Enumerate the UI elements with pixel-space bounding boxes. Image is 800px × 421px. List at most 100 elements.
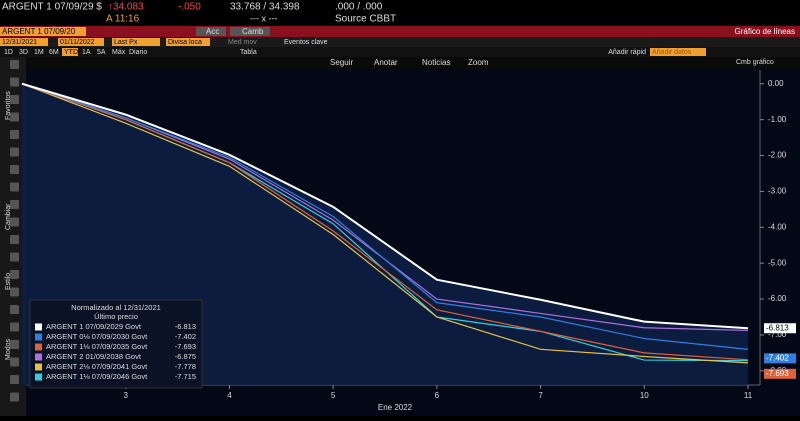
title-bar <box>0 26 800 37</box>
start-field[interactable] <box>0 38 48 46</box>
sidebar-icon[interactable] <box>10 147 19 157</box>
y-tick-label: 0.00 <box>768 79 784 88</box>
sidebar-icon[interactable] <box>10 60 19 69</box>
change-chart[interactable]: Cmb gráfico <box>736 59 774 66</box>
sidebar-icon[interactable] <box>10 287 19 297</box>
legend-swatch <box>35 343 42 351</box>
security-field[interactable] <box>0 27 86 36</box>
sidebar-icon[interactable] <box>10 375 19 384</box>
sidebar-icon[interactable] <box>10 392 19 402</box>
legend-entry: ARGENT 0⅛ 07/09/2030 Govt <box>46 332 148 341</box>
period[interactable]: 5A <box>97 49 106 56</box>
sidebar-icon[interactable] <box>10 77 19 87</box>
price-tag <box>764 368 796 379</box>
button-label[interactable]: Camb <box>242 27 264 36</box>
legend-value: -7.778 <box>175 362 196 371</box>
sidebar-icon[interactable] <box>10 270 19 279</box>
legend-value: -7.693 <box>175 342 196 351</box>
period[interactable]: 1D <box>4 49 13 56</box>
security[interactable]: ARGENT 1 07/09/20 <box>2 27 76 36</box>
frequency[interactable]: Diario <box>129 49 147 56</box>
period-bar <box>0 47 800 57</box>
x-axis-label: Ene 2022 <box>378 403 413 412</box>
sidebar-icon[interactable] <box>10 357 19 367</box>
period[interactable]: 3D <box>19 49 28 56</box>
end-field[interactable] <box>58 38 104 46</box>
add-data-field[interactable] <box>650 48 706 56</box>
period[interactable]: YTD <box>64 49 78 56</box>
sidebar-icon[interactable] <box>10 95 19 104</box>
sidebar-label[interactable]: Estilo <box>5 273 12 290</box>
button[interactable] <box>230 27 270 36</box>
start-date[interactable]: 12/31/2021 <box>2 39 37 46</box>
field-select[interactable] <box>112 38 160 46</box>
button[interactable] <box>196 27 226 36</box>
sidebar-icon[interactable] <box>10 322 19 332</box>
legend-swatch <box>35 353 42 361</box>
ticker: ARGENT 1 07/09/29 $ <box>2 2 102 13</box>
sidebar-icon[interactable] <box>10 182 19 192</box>
chart-tools-bar <box>0 57 800 69</box>
separator: --- x --- <box>250 13 277 23</box>
series-line <box>21 83 749 364</box>
yield: .000 / .000 <box>335 2 383 13</box>
period[interactable]: 1M <box>34 49 44 56</box>
legend-entry: ARGENT 2⅛ 07/09/2041 Govt <box>46 362 148 371</box>
option[interactable]: Eventos clave <box>284 39 328 46</box>
y-tick-label: -2.00 <box>768 151 787 160</box>
sidebar-icon[interactable] <box>10 305 19 314</box>
y-tick-label: -3.00 <box>768 187 787 196</box>
sidebar-label[interactable]: Cambiar <box>5 203 12 230</box>
time: A 11:16 <box>106 14 140 25</box>
button-label[interactable]: Acc <box>206 27 219 36</box>
period[interactable]: 1A <box>82 49 91 56</box>
sidebar-label[interactable]: Modos <box>5 338 12 360</box>
series-line <box>21 82 749 330</box>
sidebar-icon[interactable] <box>10 340 19 349</box>
sidebar-icon[interactable] <box>10 165 19 174</box>
x-tick-label: 10 <box>640 391 649 400</box>
legend-title: Normalizado al 12/31/2021 <box>71 303 161 312</box>
sidebar-label[interactable]: Favoritos <box>5 91 12 120</box>
source: Source CBBT <box>335 14 396 25</box>
legend-entry: ARGENT 1⅛ 07/09/2046 Govt <box>46 372 148 381</box>
legend-entry: ARGENT 1⅛ 07/09/2035 Govt <box>46 342 148 351</box>
sidebar-icon[interactable] <box>10 235 19 244</box>
currency-select[interactable] <box>166 38 210 46</box>
chart-tool[interactable]: Seguir <box>330 58 353 67</box>
chart-tool[interactable]: Noticias <box>422 58 450 67</box>
y-tick-label: -6.00 <box>768 294 787 303</box>
x-tick-label: 6 <box>435 391 440 400</box>
option[interactable]: Med mov <box>228 39 257 46</box>
price: ↑34.083 <box>108 2 144 13</box>
currency[interactable]: Divisa loca <box>168 39 202 46</box>
table-button[interactable]: Tabla <box>240 49 257 56</box>
sidebar-icon[interactable] <box>10 217 19 227</box>
period-selected[interactable] <box>62 48 78 56</box>
add-data[interactable]: Añadir datos <box>652 49 692 56</box>
x-tick-label: 4 <box>227 391 232 400</box>
sidebar-icon[interactable] <box>10 252 19 262</box>
toolbar <box>0 37 800 47</box>
legend-swatch <box>35 333 42 341</box>
end-date[interactable]: 01/11/2022 <box>60 39 95 46</box>
legend-subtitle: Último precio <box>94 312 138 321</box>
y-tick-label: -4.00 <box>768 222 787 231</box>
y-tick-label: -7.00 <box>768 330 787 339</box>
sidebar-icon[interactable] <box>10 200 19 209</box>
period[interactable]: 6M <box>49 49 59 56</box>
area-fill <box>22 83 748 385</box>
sidebar-icon[interactable] <box>10 130 19 139</box>
legend-value: -6.875 <box>175 352 196 361</box>
sidebar-icon[interactable] <box>10 112 19 122</box>
field[interactable]: Last Px <box>114 39 138 46</box>
chart-tool[interactable]: Anotar <box>374 58 398 67</box>
x-tick-label: 11 <box>744 391 753 400</box>
quick-add[interactable]: Añadir rápid <box>608 49 646 56</box>
legend-swatch <box>35 363 42 371</box>
chart-tool[interactable]: Zoom <box>468 58 489 67</box>
price-tag <box>764 353 796 364</box>
period[interactable]: Máx <box>112 49 126 56</box>
